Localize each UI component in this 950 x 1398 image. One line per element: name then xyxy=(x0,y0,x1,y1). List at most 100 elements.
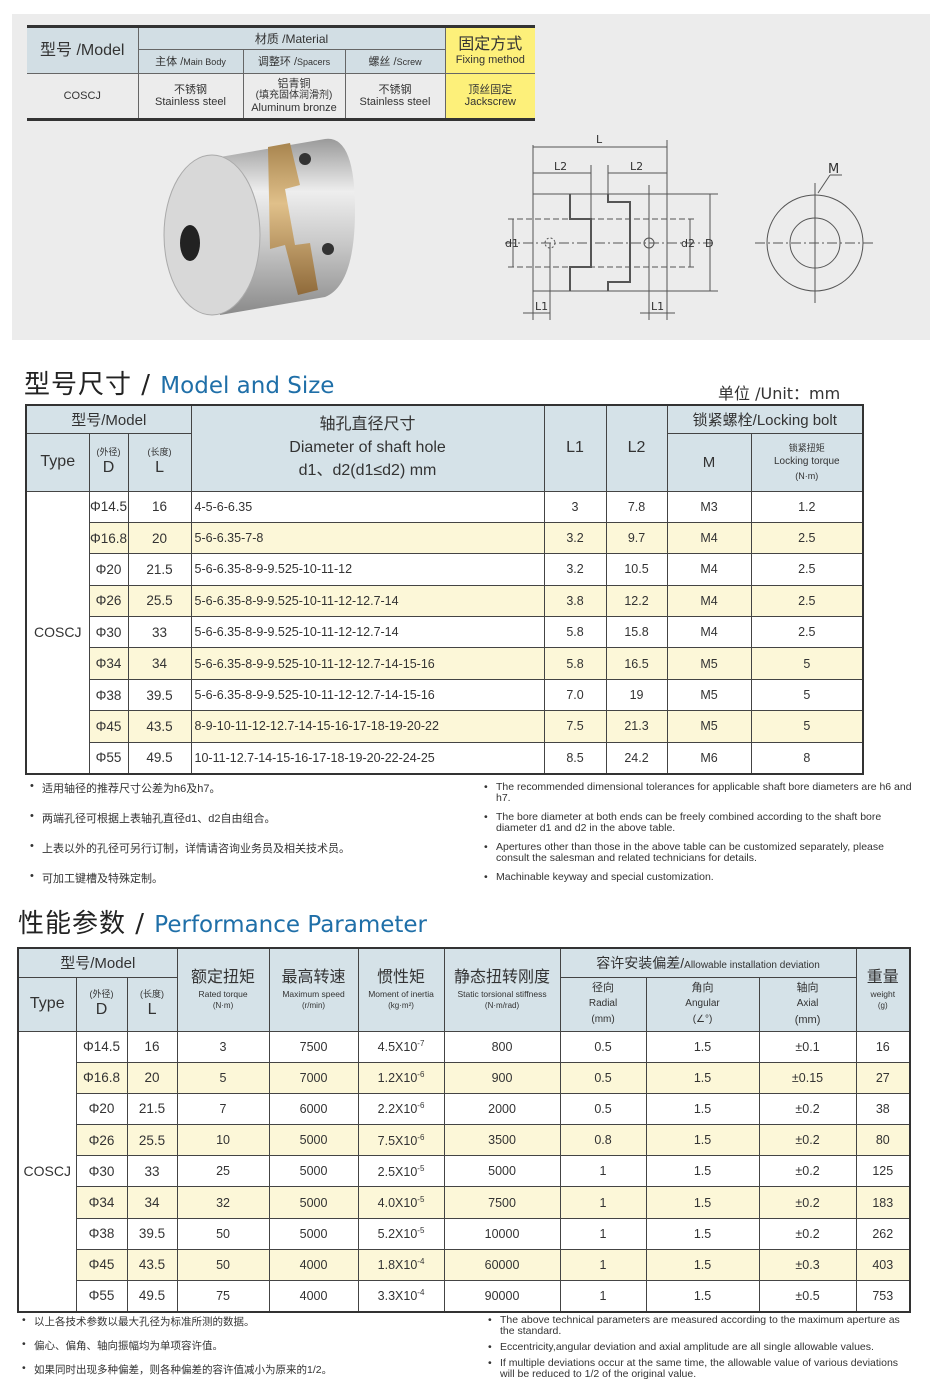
l1-cell: 3 xyxy=(543,490,607,523)
note-item: 上表以外的孔径可另行订制，详情请咨询业务员及相关技术员。 xyxy=(30,840,470,856)
angular-cell: 1.5 xyxy=(645,1124,760,1157)
rated-torque-cell: 50 xyxy=(176,1217,270,1250)
l1-cell: 3.2 xyxy=(543,521,607,555)
diameter-cell: 5-6-6.35-8-9-9.525-10-11-12-12.7-14 xyxy=(190,616,545,649)
l-header: (长度) L xyxy=(127,432,192,492)
fixing-header: 固定方式 Fixing method xyxy=(444,26,536,74)
coupling-product-photo xyxy=(163,138,355,316)
d-cell: Φ34 xyxy=(75,1186,128,1219)
perf-notes-en: The above technical parameters are measu… xyxy=(488,1315,908,1385)
inertia-mantissa: 3.3X10 xyxy=(377,1289,418,1304)
rated-torque-cell: 10 xyxy=(176,1124,270,1157)
inertia-exponent: -4 xyxy=(417,1288,425,1298)
max-speed-cell: 5000 xyxy=(268,1217,359,1250)
inertia-exponent: -4 xyxy=(417,1257,425,1267)
inertia-cell: 4.0X10-5 xyxy=(357,1186,445,1219)
screw-value: 不锈钢 Stainless steel xyxy=(344,73,446,120)
model-header: 型号/Model xyxy=(25,404,192,434)
inertia-header: 惯性矩 Moment of inertia (kg·m²) xyxy=(357,947,445,1032)
m-cell: M5 xyxy=(666,647,752,680)
inertia-exponent: -5 xyxy=(417,1226,425,1236)
l2-cell: 16.5 xyxy=(605,647,668,680)
note-item: If multiple deviations occur at the same… xyxy=(488,1358,908,1380)
l-header: (长度) L xyxy=(126,976,178,1032)
main-body-value: 不锈钢 Stainless steel xyxy=(137,73,244,120)
model-value: COSCJ xyxy=(27,73,139,120)
table-row: COSCJ Φ14.5 16 4-5-6-6.35 3 7.8 M3 1.2 xyxy=(25,490,864,775)
weight-cell: 80 xyxy=(855,1124,911,1157)
max-speed-cell: 7000 xyxy=(268,1061,359,1094)
m-cell: M5 xyxy=(666,678,752,712)
m-header: M xyxy=(666,432,752,492)
l2-cell: 19 xyxy=(605,678,668,712)
axial-cell: ±0.2 xyxy=(758,1155,857,1188)
inertia-exponent: -5 xyxy=(417,1163,425,1173)
radial-cell: 1 xyxy=(559,1186,647,1219)
perf-notes-cn: 以上各技术参数以最大孔径为标准所测的数据。偏心、偏角、轴向振幅均为单项容许值。如… xyxy=(22,1314,482,1386)
d-cell: Φ34 xyxy=(88,647,129,680)
torque-cell: 5 xyxy=(750,710,864,743)
l2-cell: 9.7 xyxy=(605,521,668,555)
axial-cell: ±0.2 xyxy=(758,1217,857,1250)
d-cell: Φ26 xyxy=(88,584,129,618)
d-cell: Φ30 xyxy=(75,1155,128,1188)
stiffness-cell: 5000 xyxy=(443,1155,561,1188)
angular-header: 角向 Angular (∠°) xyxy=(645,976,760,1032)
label-L: L xyxy=(596,133,603,146)
l-cell: 25.5 xyxy=(127,584,192,618)
table-row: Φ16.8 20 5 7000 1.2X10-6 900 0.5 1.5 ±0.15 27 xyxy=(18,1061,911,1094)
angular-cell: 1.5 xyxy=(645,1092,760,1126)
radial-cell: 0.5 xyxy=(559,1061,647,1094)
table-row: Φ38 39.5 5-6-6.35-8-9-9.525-10-11-12-12.7-… xyxy=(26,678,864,712)
inertia-mantissa: 5.2X10 xyxy=(377,1227,418,1242)
angular-cell: 1.5 xyxy=(645,1279,760,1313)
type-cell: COSCJ xyxy=(25,490,90,775)
m-cell: M4 xyxy=(666,553,752,586)
label-D: D xyxy=(705,237,713,250)
dimension-drawing: L L2 L2 d1 d2 D L1 L1 M xyxy=(505,133,875,320)
m-cell: M3 xyxy=(666,490,752,523)
rated-torque-header: 额定扭矩 Rated torque (N·m) xyxy=(176,947,270,1032)
l-cell: 33 xyxy=(126,1155,178,1188)
d-cell: Φ45 xyxy=(88,710,129,743)
weight-cell: 125 xyxy=(855,1155,911,1188)
d-header: (外径) D xyxy=(88,432,129,492)
diameter-cell: 10-11-12.7-14-15-16-17-18-19-20-22-24-25 xyxy=(190,741,545,775)
stiffness-cell: 7500 xyxy=(443,1186,561,1219)
d-cell: Φ55 xyxy=(88,741,129,775)
note-item: 两端孔径可根据上表轴孔直径d1、d2自由组合。 xyxy=(30,810,470,826)
screw-header: 螺丝 /Screw xyxy=(344,49,446,74)
deviation-header: 容许安装偏差/Allowable installation deviation xyxy=(559,947,857,978)
inertia-cell: 2.2X10-6 xyxy=(357,1092,445,1126)
table-row: Φ20 21.5 7 6000 2.2X10-6 2000 0.5 1.5 ±0.2 38 xyxy=(18,1092,911,1126)
stiffness-cell: 60000 xyxy=(443,1248,561,1282)
l-cell: 16 xyxy=(126,1030,178,1063)
label-d1: d1 xyxy=(505,237,519,250)
d-cell: Φ20 xyxy=(88,553,129,586)
angular-cell: 1.5 xyxy=(645,1186,760,1219)
table-row: Φ16.8 20 5-6-6.35-7-8 3.2 9.7 M4 2.5 xyxy=(26,521,864,555)
weight-cell: 403 xyxy=(855,1248,911,1282)
stiffness-cell: 800 xyxy=(443,1030,561,1063)
spacers-header: 调整环 /Spacers xyxy=(242,49,346,74)
rated-torque-cell: 5 xyxy=(176,1061,270,1094)
radial-cell: 1 xyxy=(559,1248,647,1282)
weight-header: 重量 weight (g) xyxy=(855,947,911,1032)
radial-cell: 1 xyxy=(559,1155,647,1188)
note-item: 以上各技术参数以最大孔径为标准所测的数据。 xyxy=(22,1314,482,1329)
stiffness-cell: 900 xyxy=(443,1061,561,1094)
type-header: Type xyxy=(17,976,77,1032)
torque-header: 锁紧扭矩 Locking torque (N·m) xyxy=(750,432,864,492)
max-speed-cell: 4000 xyxy=(268,1279,359,1313)
inertia-exponent: -6 xyxy=(417,1101,425,1111)
inertia-cell: 4.5X10-7 xyxy=(357,1030,445,1063)
torque-cell: 2.5 xyxy=(750,553,864,586)
max-speed-cell: 5000 xyxy=(268,1124,359,1157)
axial-header: 轴向 Axial (mm) xyxy=(758,976,857,1032)
angular-cell: 1.5 xyxy=(645,1030,760,1063)
l-cell: 49.5 xyxy=(126,1279,178,1313)
axial-cell: ±0.3 xyxy=(758,1248,857,1282)
inertia-exponent: -5 xyxy=(417,1194,425,1204)
weight-cell: 262 xyxy=(855,1217,911,1250)
weight-cell: 38 xyxy=(855,1092,911,1126)
